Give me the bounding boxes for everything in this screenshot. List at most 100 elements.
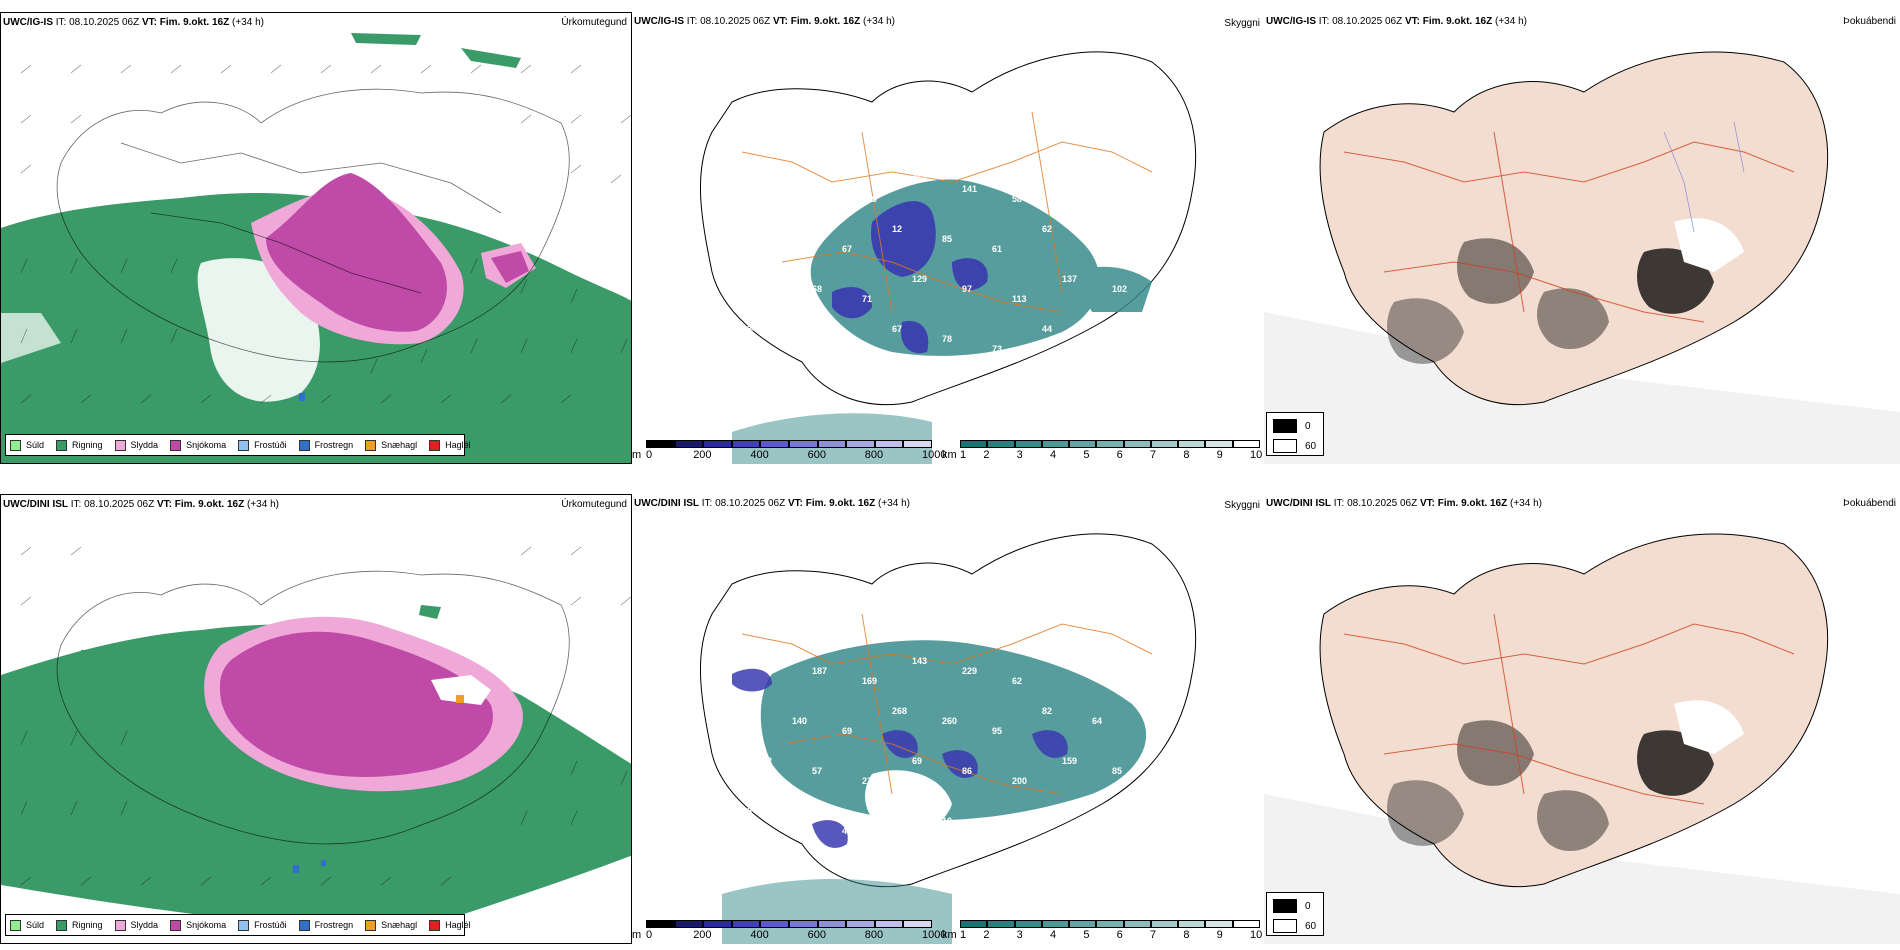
colorbar-segment — [1014, 920, 1042, 928]
colorbar-tick: 3 — [1016, 449, 1023, 461]
colorbar-segment — [874, 440, 904, 448]
visibility-value-label: 61 — [992, 244, 1002, 254]
visibility-value-label: 200 — [1012, 776, 1027, 786]
visibility-value-label: 58 — [1012, 194, 1022, 204]
visibility-value-label: 103 — [742, 606, 757, 616]
visibility-value-label: 12 — [892, 224, 902, 234]
visibility-value-label: 76 — [742, 224, 752, 234]
legend-swatch — [429, 439, 441, 451]
visibility-value-label: 248 — [992, 144, 1007, 154]
visibility-value-label: 143 — [912, 656, 927, 666]
legend-swatch — [238, 919, 250, 931]
legend-label: Slydda — [130, 440, 159, 450]
colorbar-tick: 0 — [646, 929, 653, 941]
colorbar-tick: 1 — [960, 449, 967, 461]
legend-label: Rigning — [72, 440, 103, 450]
visibility-value-label: 67 — [842, 244, 852, 254]
colorbar-segment — [987, 440, 1015, 448]
visibility-value-label: 76 — [762, 274, 772, 284]
visibility-value-label: 90 — [942, 616, 952, 626]
legend-label: Frostregn — [314, 440, 354, 450]
colorbar-segment — [760, 920, 789, 928]
legend-item: Snjókoma — [170, 439, 227, 451]
legend-label: Snjókoma — [186, 440, 227, 450]
colorbar-segment — [817, 920, 847, 928]
visibility-value-label: 85 — [942, 234, 952, 244]
colorbar-tick: 0 — [646, 449, 653, 461]
fog-legend-row: 60 — [1273, 439, 1316, 453]
legend-swatch — [1273, 419, 1297, 433]
colorbar-tick: 1000 — [922, 929, 947, 941]
colorbar-tick: 6 — [1116, 449, 1123, 461]
colorbar-tick: 1000 — [922, 449, 947, 461]
visibility-value-label: 64 — [1092, 716, 1102, 726]
visibility-colorbar: km 1 2 3 4 5 6 7 8 9 10 — [942, 440, 1262, 462]
panel-title: UWC/IG-IS IT: 08.10.2025 06Z VT: Fim. 9.… — [3, 17, 264, 28]
colorbar-tick: 7 — [1150, 929, 1157, 941]
legend-label: Haglél — [445, 920, 471, 930]
height-colorbar: m 0 200 400 600 800 1000 — [632, 920, 946, 942]
legend-swatch — [114, 439, 126, 451]
visibility-value-label: 260 — [942, 716, 957, 726]
visibility-value-label: 251 — [942, 134, 957, 144]
precip-map — [1, 546, 631, 925]
visibility-value-label: 254 — [912, 174, 927, 184]
visibility-value-label: 159 — [1062, 756, 1077, 766]
colorbar-tick: 800 — [864, 929, 884, 941]
visibility-value-label: 189 — [862, 194, 877, 204]
visibility-value-label: 229 — [962, 666, 977, 676]
precip-legend: Súld Rigning Slydda Snjókoma Frostúði Fr… — [5, 914, 471, 936]
legend-item: Súld — [10, 439, 45, 451]
panel-title: UWC/DINI ISL IT: 08.10.2025 06Z VT: Fim.… — [3, 499, 279, 510]
colorbar-segment — [789, 440, 818, 448]
legend-label: Slydda — [130, 920, 159, 930]
legend-item: Haglél — [429, 919, 471, 931]
colorbar-segment — [703, 440, 732, 448]
visibility-value-label: 94 — [892, 606, 902, 616]
visibility-value-label: 49 — [762, 374, 772, 384]
fog-legend-row: 0 — [1273, 419, 1311, 433]
colorbar-tick: 200 — [693, 449, 712, 461]
legend-item: Snæhagl — [365, 439, 417, 451]
legend-label: Frostúði — [254, 920, 287, 930]
colorbar-segment — [903, 920, 932, 928]
fog-legend-row: 0 — [1273, 899, 1311, 913]
panel-title: UWC/IG-IS IT: 08.10.2025 06Z VT: Fim. 9.… — [1266, 16, 1527, 27]
panel-variable: Skyggni — [1224, 500, 1260, 511]
legend-label: Súld — [26, 920, 45, 930]
visibility-value-label: 62 — [762, 756, 772, 766]
panel-variable: Úrkomutegund — [561, 499, 627, 510]
visibility-value-label: 57 — [812, 766, 822, 776]
visibility-value-label: 129 — [912, 274, 927, 284]
legend-swatch — [298, 439, 310, 451]
visibility-value-label: 78 — [942, 334, 952, 344]
legend-label: 0 — [1305, 420, 1311, 432]
colorbar-segment — [731, 440, 761, 448]
visibility-value-label: 187 — [812, 666, 827, 676]
colorbar-segment — [731, 920, 761, 928]
panel-variable: Skyggni — [1224, 18, 1260, 29]
legend-item: Snæhagl — [365, 919, 417, 931]
colorbar-tick: 10 — [1250, 929, 1263, 941]
legend-swatch — [429, 919, 441, 931]
panel-title: UWC/DINI ISL IT: 08.10.2025 06Z VT: Fim.… — [634, 498, 910, 509]
visibility-value-label: 67 — [892, 324, 902, 334]
panel-title: UWC/DINI ISL IT: 08.10.2025 06Z VT: Fim.… — [1266, 498, 1542, 509]
visibility-value-label: 71 — [862, 294, 872, 304]
visibility-value-label: 80 — [892, 124, 902, 134]
legend-swatch — [114, 919, 126, 931]
colorbar-segment — [1041, 920, 1070, 928]
legend-swatch — [170, 919, 182, 931]
visibility-value-label: 10 — [942, 816, 952, 826]
colorbar-segment — [960, 440, 988, 448]
legend-label: 0 — [1305, 900, 1311, 912]
legend-swatch — [56, 919, 68, 931]
visibility-value-label: 113 — [1012, 294, 1027, 304]
colorbar-segment — [817, 440, 847, 448]
panel-variable: Þokuábendi — [1843, 498, 1896, 509]
fog-map — [1264, 51, 1900, 464]
legend-swatch — [1273, 919, 1297, 933]
fog-panel-bottom: UWC/DINI ISL IT: 08.10.2025 06Z VT: Fim.… — [1264, 494, 1900, 944]
legend-label: Súld — [26, 440, 45, 450]
visibility-value-label: 58 — [1112, 184, 1122, 194]
